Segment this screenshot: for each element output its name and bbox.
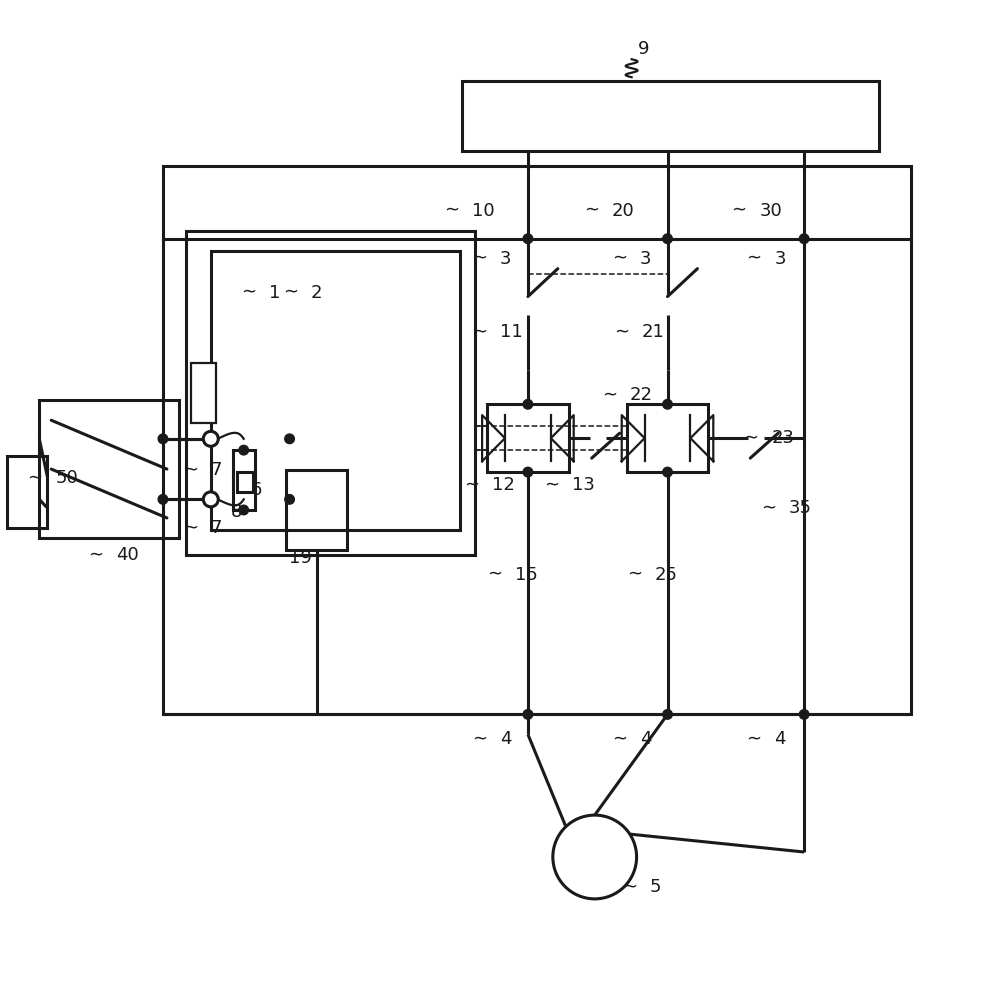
Text: 5: 5 <box>649 878 661 896</box>
Bar <box>40 400 179 538</box>
Circle shape <box>799 710 809 719</box>
Text: ∼: ∼ <box>614 323 629 341</box>
Text: 11: 11 <box>500 323 523 341</box>
Text: 20: 20 <box>612 202 635 220</box>
Bar <box>285 470 347 550</box>
Text: ∼: ∼ <box>464 476 479 494</box>
Text: ∼: ∼ <box>743 429 758 447</box>
Text: 7: 7 <box>211 461 223 479</box>
Circle shape <box>239 445 248 455</box>
Circle shape <box>523 467 533 477</box>
Circle shape <box>158 434 167 444</box>
Circle shape <box>239 505 248 515</box>
Bar <box>191 363 216 423</box>
Text: ∼: ∼ <box>472 323 487 341</box>
Text: ∼: ∼ <box>612 730 627 748</box>
Text: ∼: ∼ <box>88 546 103 564</box>
Text: 4: 4 <box>774 730 786 748</box>
Text: 19: 19 <box>288 549 312 567</box>
Bar <box>462 81 879 151</box>
Circle shape <box>285 495 294 504</box>
Text: 22: 22 <box>630 386 652 404</box>
Text: 30: 30 <box>759 202 782 220</box>
Bar <box>487 404 569 472</box>
Text: 25: 25 <box>654 566 677 584</box>
Circle shape <box>523 399 533 409</box>
Text: 21: 21 <box>642 323 664 341</box>
Text: ∼: ∼ <box>487 566 502 584</box>
Circle shape <box>799 234 809 244</box>
Bar <box>233 450 254 510</box>
Text: 50: 50 <box>55 469 78 487</box>
Text: 3: 3 <box>500 250 512 268</box>
Text: ∼: ∼ <box>584 202 599 220</box>
Text: ∼: ∼ <box>746 250 761 268</box>
Text: ∼: ∼ <box>544 476 559 494</box>
Circle shape <box>203 492 218 507</box>
Text: 35: 35 <box>789 499 812 517</box>
Text: ∼: ∼ <box>472 730 487 748</box>
Bar <box>237 472 252 492</box>
Circle shape <box>662 399 672 409</box>
Circle shape <box>203 431 218 446</box>
Text: ∼: ∼ <box>612 250 627 268</box>
Circle shape <box>523 234 533 244</box>
Text: ∼: ∼ <box>472 250 487 268</box>
Text: ∼: ∼ <box>622 878 637 896</box>
Text: 7: 7 <box>211 519 223 537</box>
Text: 12: 12 <box>492 476 515 494</box>
Text: 10: 10 <box>472 202 495 220</box>
Circle shape <box>552 815 637 899</box>
Circle shape <box>523 710 533 719</box>
Circle shape <box>158 495 167 504</box>
Text: ∼: ∼ <box>732 202 746 220</box>
Text: 40: 40 <box>116 546 139 564</box>
Text: ∼: ∼ <box>761 499 776 517</box>
Bar <box>7 456 48 528</box>
Text: 4: 4 <box>500 730 512 748</box>
Text: 15: 15 <box>515 566 538 584</box>
Bar <box>186 231 475 555</box>
Text: 9: 9 <box>638 40 649 58</box>
Text: ∼: ∼ <box>183 519 198 537</box>
Text: 13: 13 <box>572 476 595 494</box>
Text: 4: 4 <box>640 730 651 748</box>
Circle shape <box>285 434 294 444</box>
Bar <box>211 251 460 530</box>
Text: 6: 6 <box>250 481 262 499</box>
Circle shape <box>662 710 672 719</box>
Text: ∼: ∼ <box>445 202 459 220</box>
Text: ∼: ∼ <box>241 284 255 302</box>
Text: 8: 8 <box>231 503 243 521</box>
Text: ∼: ∼ <box>282 284 298 302</box>
Text: ∼: ∼ <box>746 730 761 748</box>
Text: 3: 3 <box>774 250 786 268</box>
Text: ∼: ∼ <box>627 566 642 584</box>
Bar <box>163 166 911 714</box>
Text: 1: 1 <box>268 284 280 302</box>
Text: ∼: ∼ <box>183 461 198 479</box>
Circle shape <box>662 234 672 244</box>
Text: ∼: ∼ <box>602 386 617 404</box>
Circle shape <box>662 467 672 477</box>
Text: 3: 3 <box>640 250 651 268</box>
Text: 2: 2 <box>311 284 322 302</box>
Text: 23: 23 <box>771 429 794 447</box>
Bar <box>627 404 709 472</box>
Text: ∼: ∼ <box>28 469 43 487</box>
